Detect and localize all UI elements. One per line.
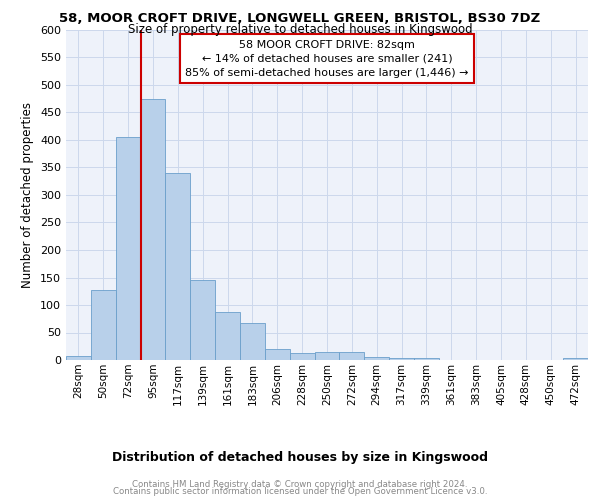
Bar	[414, 358, 439, 360]
Bar	[290, 354, 314, 360]
Bar	[190, 280, 215, 360]
Bar	[563, 358, 588, 360]
Text: Contains public sector information licensed under the Open Government Licence v3: Contains public sector information licen…	[113, 487, 487, 496]
Bar	[364, 356, 389, 360]
Bar	[91, 290, 116, 360]
Text: 58, MOOR CROFT DRIVE, LONGWELL GREEN, BRISTOL, BS30 7DZ: 58, MOOR CROFT DRIVE, LONGWELL GREEN, BR…	[59, 12, 541, 26]
Text: Size of property relative to detached houses in Kingswood: Size of property relative to detached ho…	[128, 22, 472, 36]
Bar	[166, 173, 190, 360]
Bar	[314, 352, 340, 360]
Text: 58 MOOR CROFT DRIVE: 82sqm
← 14% of detached houses are smaller (241)
85% of sem: 58 MOOR CROFT DRIVE: 82sqm ← 14% of deta…	[185, 40, 469, 78]
Text: Distribution of detached houses by size in Kingswood: Distribution of detached houses by size …	[112, 451, 488, 464]
Bar	[66, 356, 91, 360]
Text: Contains HM Land Registry data © Crown copyright and database right 2024.: Contains HM Land Registry data © Crown c…	[132, 480, 468, 489]
Bar	[240, 322, 265, 360]
Bar	[340, 352, 364, 360]
Bar	[215, 312, 240, 360]
Bar	[116, 137, 140, 360]
Y-axis label: Number of detached properties: Number of detached properties	[22, 102, 34, 288]
Bar	[140, 98, 166, 360]
Bar	[389, 358, 414, 360]
Bar	[265, 349, 290, 360]
